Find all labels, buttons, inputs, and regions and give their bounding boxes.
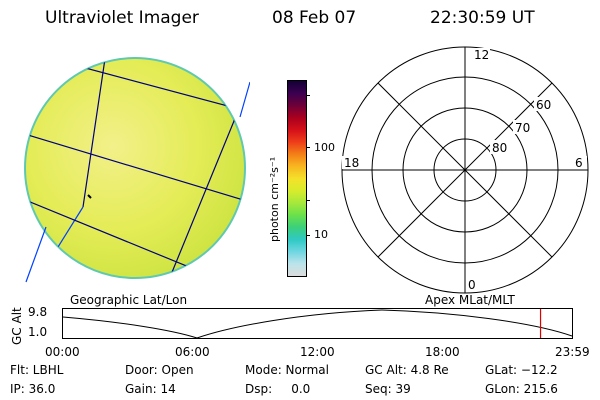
altitude-ytick-bottom: 1.0 <box>28 325 48 339</box>
mlt-diagonal-line <box>377 82 553 258</box>
right-panel-caption: Apex MLat/MLT <box>425 293 515 307</box>
image-date: 08 Feb 07 <box>272 8 357 28</box>
status-ip: IP: 36.0 <box>10 382 56 396</box>
altitude-ylabel: GC Alt <box>10 307 24 345</box>
xtick-1800: 18:00 <box>425 345 460 359</box>
meridian-line <box>25 226 47 283</box>
disk-marker <box>87 194 92 199</box>
image-time: 22:30:59 UT <box>430 8 535 28</box>
status-door: Door: Open <box>125 363 194 377</box>
mlt-label-6: 6 <box>575 156 583 170</box>
uv-image-panel <box>24 57 250 283</box>
status-glon: GLon: 215.6 <box>485 382 558 396</box>
status-gc-alt: GC Alt: 4.8 Re <box>365 363 449 377</box>
app-title: Ultraviolet Imager <box>45 8 199 28</box>
lat-label-70: 70 <box>515 121 530 135</box>
xtick-2359: 23:59 <box>555 345 590 359</box>
parallel-line <box>25 131 245 203</box>
xtick-1200: 12:00 <box>300 345 335 359</box>
lat-label-60: 60 <box>536 98 551 112</box>
colorbar-gradient <box>288 81 306 276</box>
colorbar-tick-100: 100 <box>314 141 335 154</box>
colorbar-tick-10: 10 <box>314 228 328 241</box>
xtick-0600: 06:00 <box>175 345 210 359</box>
altitude-curve <box>62 309 573 339</box>
xtick-0000: 00:00 <box>45 345 80 359</box>
colorbar <box>287 80 307 277</box>
mlt-label-18: 18 <box>344 156 359 170</box>
status-seq: Seq: 39 <box>365 382 411 396</box>
mlt-label-0: 0 <box>468 278 476 292</box>
status-dsp: Dsp: 0.0 <box>245 382 311 396</box>
meridian-line <box>239 81 250 118</box>
left-panel-caption: Geographic Lat/Lon <box>70 293 188 307</box>
status-filter: Flt: LBHL <box>10 363 64 377</box>
altitude-plot <box>62 308 573 339</box>
altitude-ytick-top: 9.8 <box>28 305 48 319</box>
status-gain: Gain: 14 <box>125 382 176 396</box>
colorbar-unit-label: photon cm⁻²s⁻¹ <box>268 156 281 242</box>
altitude-plot-frame <box>62 308 573 339</box>
meridian-line <box>82 58 107 208</box>
mlt-label-12: 12 <box>474 48 489 62</box>
polar-dial: 12 18 6 0 60 70 80 <box>341 46 589 294</box>
status-mode: Mode: Normal <box>245 363 329 377</box>
status-glat: GLat: −12.2 <box>485 363 558 377</box>
lat-label-80: 80 <box>492 141 507 155</box>
